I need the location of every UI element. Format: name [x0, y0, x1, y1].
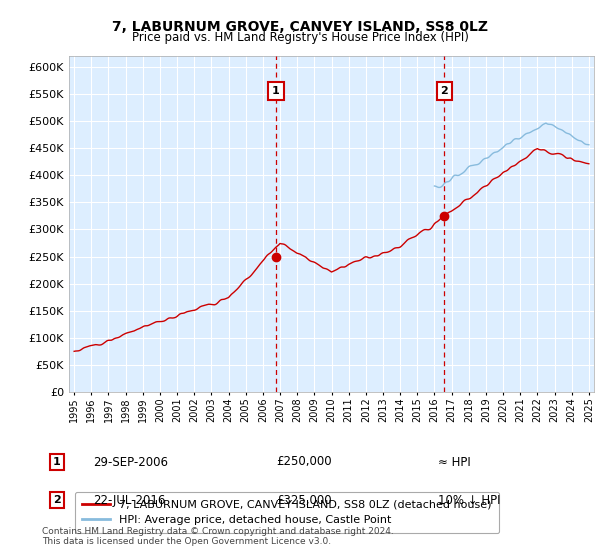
Text: ≈ HPI: ≈ HPI — [438, 455, 471, 469]
Text: £250,000: £250,000 — [276, 455, 332, 469]
Legend: 7, LABURNUM GROVE, CANVEY ISLAND, SS8 0LZ (detached house), HPI: Average price, : 7, LABURNUM GROVE, CANVEY ISLAND, SS8 0L… — [74, 492, 499, 533]
Text: 10% ↓ HPI: 10% ↓ HPI — [438, 493, 500, 507]
Text: 29-SEP-2006: 29-SEP-2006 — [93, 455, 168, 469]
Text: 1: 1 — [272, 86, 280, 96]
Text: 1: 1 — [53, 457, 61, 467]
Text: Contains HM Land Registry data © Crown copyright and database right 2024.
This d: Contains HM Land Registry data © Crown c… — [42, 526, 394, 546]
Text: 2: 2 — [440, 86, 448, 96]
Text: 22-JUL-2016: 22-JUL-2016 — [93, 493, 166, 507]
Text: 2: 2 — [53, 495, 61, 505]
Text: £325,000: £325,000 — [276, 493, 332, 507]
Text: Price paid vs. HM Land Registry's House Price Index (HPI): Price paid vs. HM Land Registry's House … — [131, 31, 469, 44]
Text: 7, LABURNUM GROVE, CANVEY ISLAND, SS8 0LZ: 7, LABURNUM GROVE, CANVEY ISLAND, SS8 0L… — [112, 20, 488, 34]
